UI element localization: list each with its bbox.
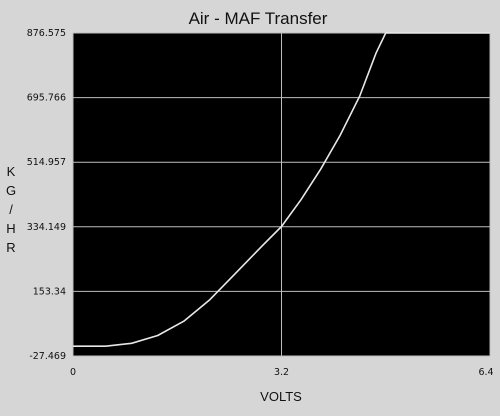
series-layer — [73, 32, 490, 348]
x-axis-label: VOLTS — [260, 389, 302, 404]
y-axis-label-letter: R — [6, 240, 15, 255]
y-tick-label: 334.149 — [27, 222, 66, 233]
chart-title: Air - MAF Transfer — [189, 9, 328, 28]
y-axis-label: KG / HR — [6, 164, 16, 255]
series-line-0 — [73, 32, 490, 348]
y-axis-label-letter: / — [9, 202, 13, 217]
y-tick-label: 153.34 — [33, 286, 66, 297]
y-tick-label: 514.957 — [27, 157, 66, 168]
x-tick-label: 3.2 — [274, 367, 289, 378]
y-tick-label: -27.469 — [29, 351, 66, 362]
x-tick-labels: 0 3.2 6.4 — [70, 367, 494, 378]
y-axis-label-letter: H — [6, 221, 15, 236]
y-tick-label: 695.766 — [27, 93, 66, 104]
y-axis-label-letter: K — [7, 164, 16, 179]
x-tick-label: 6.4 — [478, 367, 493, 378]
y-tick-labels: -27.469 153.34 334.149 514.957 695.766 876.57… — [27, 28, 66, 362]
x-tick-label: 0 — [70, 367, 76, 378]
y-axis-label-letter: G — [6, 183, 16, 198]
y-tick-label: 876.575 — [27, 28, 66, 39]
